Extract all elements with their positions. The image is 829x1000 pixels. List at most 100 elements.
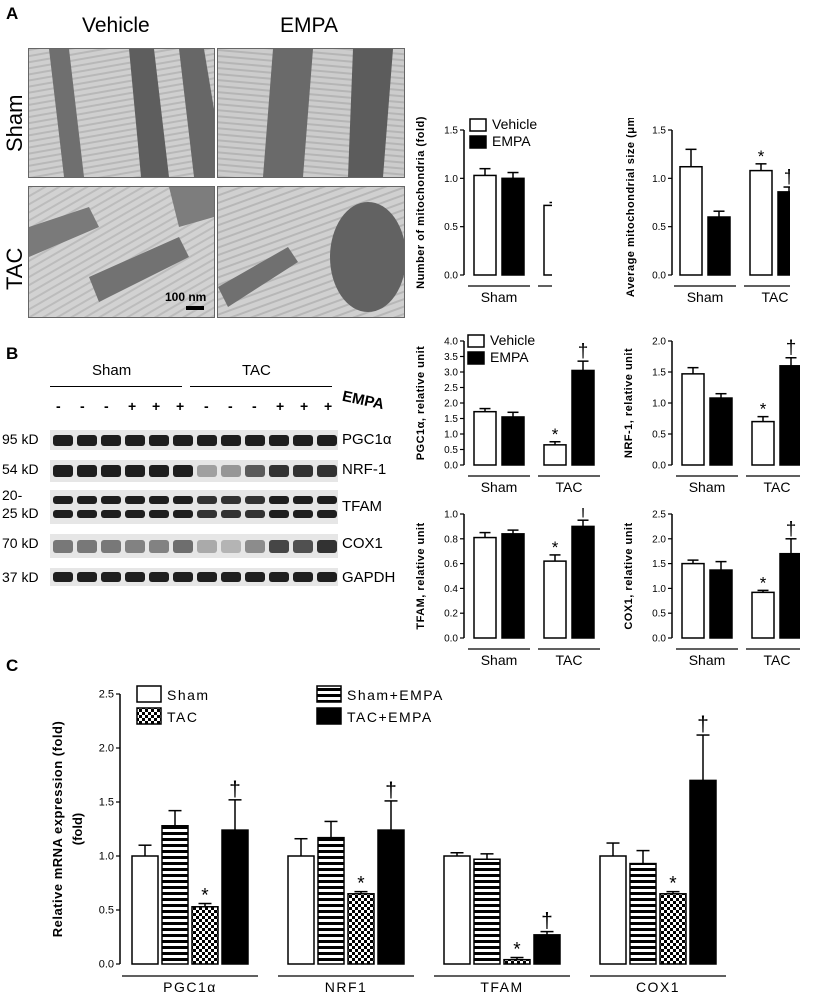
y-tick-label: 1.0 bbox=[444, 430, 458, 441]
empa-sign-row: - - - + + + - - - + + + bbox=[50, 398, 332, 416]
blot-band bbox=[149, 510, 169, 518]
empa-sign: + bbox=[300, 398, 309, 414]
blot-band bbox=[53, 465, 73, 477]
empa-sign: - bbox=[228, 398, 233, 414]
bar bbox=[679, 165, 703, 276]
blot-protein-label: PGC1α bbox=[342, 431, 392, 448]
blot-band bbox=[221, 572, 241, 582]
y-axis-label: PGC1α, relative unit bbox=[415, 346, 427, 461]
significance-mark: * bbox=[552, 425, 559, 444]
legend-swatch bbox=[136, 685, 162, 703]
blot-band bbox=[197, 510, 217, 518]
blot-band bbox=[197, 435, 217, 446]
bar bbox=[191, 906, 219, 965]
y-axis-label: TFAM, relative unit bbox=[415, 522, 427, 629]
y-tick-label: 3.0 bbox=[444, 368, 458, 379]
y-tick-label: 1.0 bbox=[652, 584, 666, 595]
blot-band bbox=[245, 496, 265, 504]
blot-band bbox=[173, 510, 193, 518]
blot-band bbox=[53, 572, 73, 582]
blot-band bbox=[269, 465, 289, 477]
y-axis-label: Number of mitochondria (fold) bbox=[415, 116, 427, 289]
y-tick-label: 1.5 bbox=[444, 126, 458, 137]
y-axis-label: NRF-1, relative unit bbox=[623, 348, 635, 458]
bar bbox=[543, 204, 552, 276]
category-label: TFAM bbox=[480, 979, 523, 995]
y-tick-label: 0.4 bbox=[444, 584, 458, 595]
chart-mrna-expression: 0.0 0.5 1.0 1.5 2.0 2.5 Relative mRNA expressi… bbox=[50, 685, 726, 995]
panel-label-c: C bbox=[6, 656, 19, 675]
blot-band bbox=[101, 496, 121, 504]
blot-band bbox=[245, 572, 265, 582]
row-header-tac: TAC bbox=[2, 247, 27, 290]
blot-band bbox=[293, 496, 313, 504]
blot-band bbox=[173, 540, 193, 553]
legend-swatch bbox=[469, 118, 487, 132]
blot-strip bbox=[50, 430, 338, 450]
y-tick-label: 1.5 bbox=[99, 797, 114, 809]
bar bbox=[707, 216, 731, 276]
significance-mark: † bbox=[786, 519, 797, 540]
y-tick-label: 0.5 bbox=[652, 430, 666, 441]
blot-kd-label: 37 kD bbox=[2, 569, 39, 585]
blot-band bbox=[293, 510, 313, 518]
y-tick-label: 2.0 bbox=[652, 337, 666, 348]
significance-mark: * bbox=[760, 573, 767, 592]
row-header-sham: Sham bbox=[2, 94, 27, 152]
y-tick-label: 0.2 bbox=[444, 609, 458, 620]
column-header-vehicle: Vehicle bbox=[82, 14, 150, 37]
em-image-tac-vehicle bbox=[28, 186, 215, 318]
y-tick-label: 1.5 bbox=[444, 414, 458, 425]
blot-band bbox=[221, 540, 241, 553]
legend-label: TAC+EMPA bbox=[347, 709, 433, 725]
y-tick-label: 0.0 bbox=[652, 271, 666, 282]
blot-band bbox=[317, 540, 337, 553]
blot-band bbox=[293, 572, 313, 582]
chart-cox1-protein: 0.0 0.5 1.0 1.5 2.0 2.5 COX1, relative unit Sha… bbox=[623, 510, 800, 668]
bar bbox=[473, 858, 501, 965]
bar bbox=[599, 855, 627, 965]
bar bbox=[287, 855, 315, 965]
blot-strip bbox=[50, 490, 338, 524]
legend-label: EMPA bbox=[492, 133, 531, 149]
legend-swatch bbox=[136, 707, 162, 725]
blot-band bbox=[77, 465, 97, 477]
significance-mark: † bbox=[578, 508, 589, 521]
blot-protein-label: COX1 bbox=[342, 535, 383, 552]
blot-band bbox=[173, 496, 193, 504]
blot-band bbox=[245, 510, 265, 518]
em-image-tac-empa bbox=[217, 186, 405, 318]
y-tick-label: 0.0 bbox=[652, 461, 666, 472]
bar bbox=[751, 420, 775, 466]
y-tick-label: 2.0 bbox=[652, 534, 666, 545]
y-tick-label: 0.5 bbox=[99, 905, 114, 917]
bar bbox=[779, 365, 800, 466]
blot-band bbox=[197, 465, 217, 477]
y-tick-label: 1.0 bbox=[652, 399, 666, 410]
blot-band bbox=[149, 540, 169, 553]
bar bbox=[473, 410, 497, 466]
bar bbox=[681, 562, 705, 639]
blot-band bbox=[125, 572, 145, 582]
blot-kd-label: 95 kD bbox=[2, 431, 39, 447]
blot-kd-label: 20- 25 kD bbox=[2, 487, 39, 521]
y-tick-label: 0.6 bbox=[444, 559, 458, 570]
blot-band bbox=[77, 510, 97, 518]
bar bbox=[571, 525, 595, 639]
blot-group-line-tac bbox=[190, 386, 332, 387]
blot-band bbox=[221, 435, 241, 446]
empa-sign: - bbox=[252, 398, 257, 414]
blot-band bbox=[197, 540, 217, 553]
em-image-sham-empa bbox=[217, 48, 405, 178]
category-label: TAC bbox=[556, 652, 583, 668]
bar bbox=[543, 444, 567, 466]
blot-band bbox=[53, 435, 73, 446]
blot-band bbox=[245, 465, 265, 477]
blot-band bbox=[173, 572, 193, 582]
blot-strip bbox=[50, 568, 338, 586]
blot-band bbox=[101, 540, 121, 553]
empa-sign: + bbox=[276, 398, 285, 414]
y-axis-label: Relative mRNA expression (fold) bbox=[50, 721, 65, 938]
bar bbox=[779, 552, 800, 639]
y-tick-label: 1.5 bbox=[652, 126, 666, 137]
